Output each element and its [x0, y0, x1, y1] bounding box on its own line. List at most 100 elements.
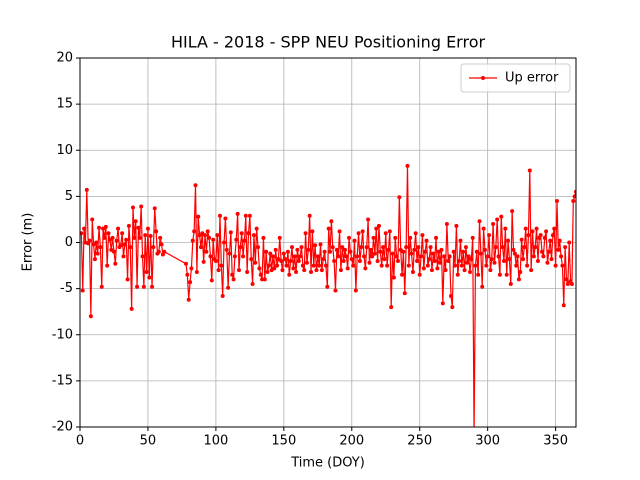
data-point — [132, 235, 137, 240]
data-point — [217, 213, 222, 218]
data-point — [332, 258, 337, 263]
data-point — [499, 214, 504, 219]
data-point — [289, 245, 294, 250]
data-point — [363, 266, 368, 271]
data-point — [213, 258, 218, 263]
data-point — [421, 266, 426, 271]
data-point — [183, 261, 188, 266]
data-point — [273, 247, 278, 252]
data-point — [553, 263, 558, 268]
data-point — [304, 260, 309, 265]
data-point — [534, 226, 539, 231]
data-point — [386, 247, 391, 252]
data-point — [277, 235, 282, 240]
data-point — [264, 249, 269, 254]
data-point — [402, 291, 407, 296]
data-point — [279, 258, 284, 263]
data-point — [292, 254, 297, 259]
data-point — [296, 258, 301, 263]
data-point — [268, 251, 273, 256]
data-point — [391, 275, 396, 280]
x-tick-label: 100 — [203, 434, 228, 449]
data-point — [270, 254, 275, 259]
data-point — [116, 226, 121, 231]
data-point — [435, 266, 440, 271]
data-point — [409, 251, 414, 256]
data-point — [417, 272, 422, 277]
y-axis-label: Error (m) — [21, 213, 36, 272]
data-point — [224, 247, 229, 252]
data-point — [474, 249, 479, 254]
data-point — [106, 231, 111, 236]
data-point — [314, 268, 319, 273]
data-point — [454, 223, 459, 228]
data-point — [247, 213, 252, 218]
data-point — [285, 249, 290, 254]
data-point — [564, 277, 569, 282]
data-point — [482, 247, 487, 252]
data-point — [397, 195, 402, 200]
y-tick-label: -10 — [52, 327, 73, 342]
data-point — [246, 231, 251, 236]
data-point — [431, 251, 436, 256]
data-point — [473, 263, 478, 268]
y-tick-label: -20 — [52, 420, 73, 435]
data-point — [98, 245, 103, 250]
data-point — [110, 235, 115, 240]
data-point — [501, 258, 506, 263]
data-point — [370, 254, 375, 259]
data-point — [561, 303, 566, 308]
data-point — [231, 277, 236, 282]
data-point — [493, 245, 498, 250]
data-point — [355, 254, 360, 259]
data-point — [550, 233, 555, 238]
data-point — [413, 231, 418, 236]
x-tick-label: 200 — [339, 434, 364, 449]
data-point — [209, 278, 214, 283]
data-point — [319, 268, 324, 273]
data-point — [429, 268, 434, 273]
data-point — [253, 260, 258, 265]
data-point — [236, 268, 241, 273]
x-tick-label: 250 — [407, 434, 432, 449]
data-point — [347, 235, 352, 240]
data-point — [466, 254, 471, 259]
data-point — [302, 268, 307, 273]
data-point — [258, 272, 263, 277]
data-point — [261, 235, 266, 240]
legend-label: Up error — [505, 71, 559, 86]
data-point — [549, 257, 554, 262]
data-point — [567, 240, 572, 245]
data-point — [125, 277, 130, 282]
data-point — [489, 257, 494, 262]
data-point — [406, 263, 411, 268]
data-point — [345, 266, 350, 271]
legend-marker — [481, 76, 485, 80]
data-point — [366, 217, 371, 222]
data-point — [322, 249, 327, 254]
y-tick-label: -5 — [60, 281, 73, 296]
data-point — [423, 249, 428, 254]
data-point — [203, 233, 208, 238]
data-point — [120, 231, 125, 236]
data-point — [249, 257, 254, 262]
data-point — [189, 266, 194, 271]
data-point — [262, 277, 267, 282]
data-point — [95, 251, 100, 256]
data-point — [348, 249, 353, 254]
data-point — [216, 268, 221, 273]
data-point — [283, 257, 288, 262]
data-point — [234, 237, 239, 242]
data-point — [275, 263, 280, 268]
data-point — [329, 219, 334, 224]
data-point — [379, 263, 384, 268]
data-point — [372, 251, 377, 256]
data-point — [186, 297, 191, 302]
data-point — [491, 222, 496, 227]
data-point — [393, 235, 398, 240]
data-point — [307, 213, 312, 218]
data-point — [546, 249, 551, 254]
data-point — [80, 288, 85, 293]
data-point — [410, 270, 415, 275]
y-tick-label: 5 — [65, 189, 73, 204]
